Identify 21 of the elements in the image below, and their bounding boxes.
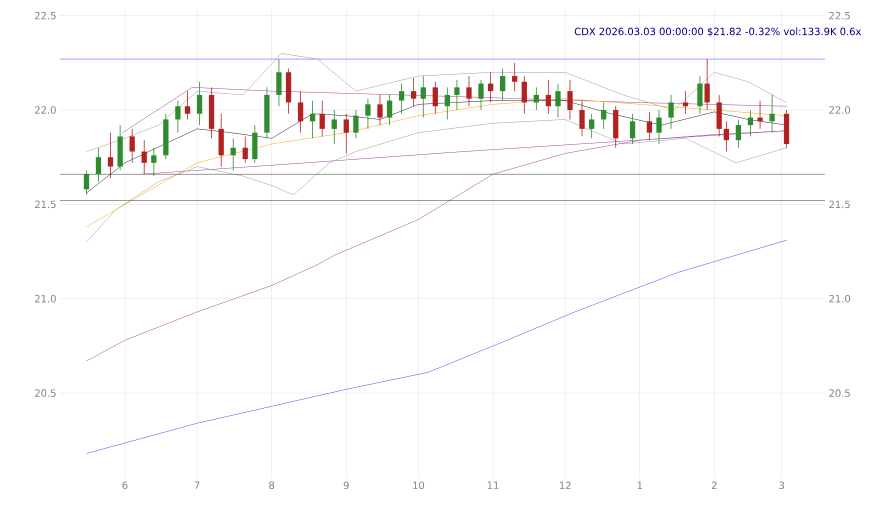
x-tick-label: 2	[712, 482, 717, 489]
y2-tick-label: 22.0	[829, 106, 850, 114]
x-tick-label: 10	[413, 482, 424, 490]
y2-tick-label: 21.0	[829, 294, 850, 302]
y-tick-label: 22.5	[35, 12, 56, 20]
x-tick-label: 3	[779, 482, 784, 490]
y-tick-label: 21.0	[35, 294, 56, 302]
x-tick-label: 12	[560, 482, 571, 489]
x-tick-label: 7	[194, 482, 200, 489]
x-tick-label: 11	[488, 482, 498, 489]
y-tick-label: 22.0	[35, 106, 56, 114]
y2-tick-label: 22.5	[829, 12, 850, 20]
y2-tick-label: 21.5	[829, 200, 850, 208]
y-tick-label: 20.5	[35, 389, 56, 397]
y-tick-label: 21.5	[35, 200, 56, 208]
text: CDX 2026.03.03 00:00:00 $21.82 -0.32% vol:133.9K 0.6x	[574, 28, 862, 37]
x-tick-label: 9	[344, 482, 349, 490]
x-tick-label: 8	[269, 482, 274, 490]
y2-tick-label: 20.5	[829, 389, 850, 397]
x-tick-label: 1	[638, 482, 642, 489]
x-tick-label: 6	[122, 482, 128, 490]
